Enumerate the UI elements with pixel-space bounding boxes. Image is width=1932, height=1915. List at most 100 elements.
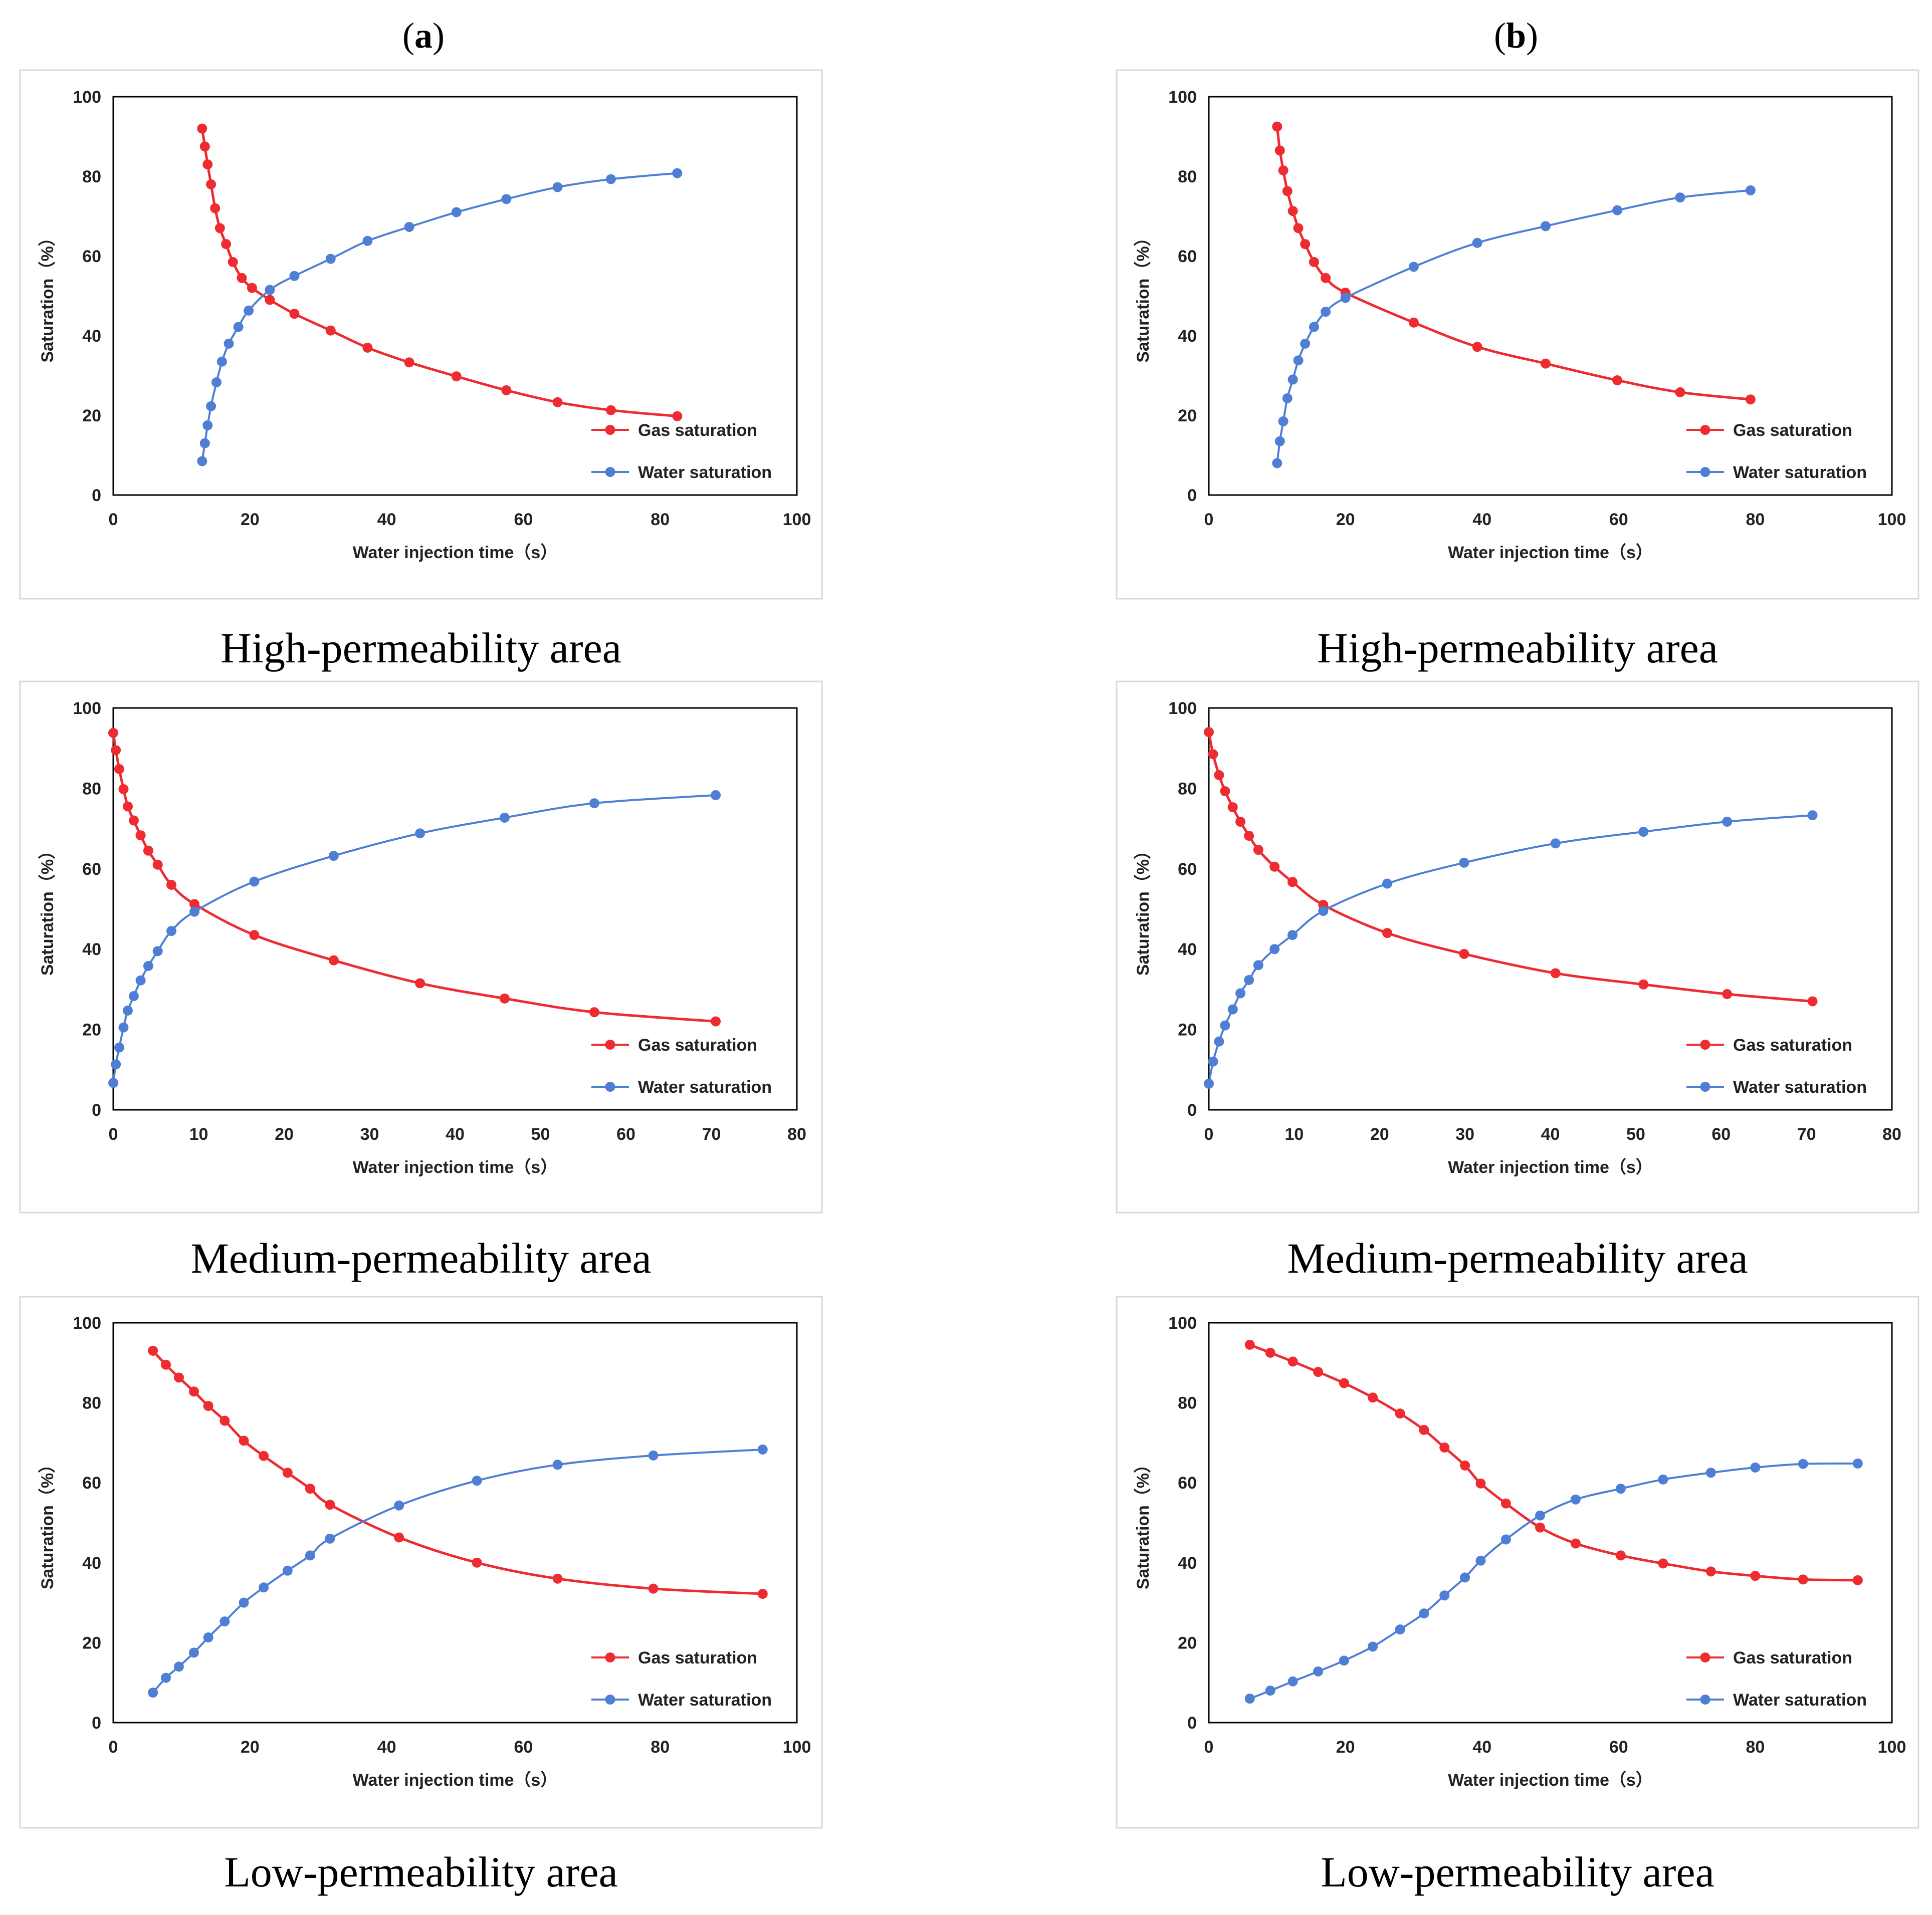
- y-tick-label: 80: [1178, 1394, 1197, 1413]
- y-tick-label: 40: [1178, 940, 1197, 959]
- chart-caption: Medium-permeability area: [190, 1234, 651, 1282]
- data-point: [1227, 802, 1238, 813]
- data-point: [202, 159, 213, 170]
- data-point: [220, 1616, 230, 1627]
- data-point: [1253, 845, 1263, 855]
- data-point: [1265, 1686, 1275, 1696]
- data-point: [1638, 827, 1649, 837]
- x-tick-label: 80: [651, 510, 670, 529]
- plot-area: [112, 96, 798, 496]
- data-point: [1300, 338, 1311, 349]
- data-point: [499, 812, 510, 823]
- plot-area: [112, 707, 798, 1111]
- y-tick-label: 0: [1187, 1101, 1197, 1120]
- data-point: [249, 876, 260, 887]
- y-axis-label: Saturation（%）: [38, 1456, 57, 1589]
- data-point: [1705, 1468, 1716, 1478]
- data-point: [415, 828, 425, 839]
- x-tick-label: 0: [109, 510, 118, 529]
- data-point: [672, 411, 683, 421]
- data-point: [1321, 307, 1331, 317]
- x-axis-label: Water injection time（s）: [353, 1770, 558, 1790]
- data-point: [233, 322, 244, 332]
- data-point: [1204, 1078, 1214, 1089]
- y-tick-label: 0: [92, 1714, 101, 1733]
- legend-label: Gas saturation: [638, 1036, 757, 1055]
- data-point: [1658, 1474, 1668, 1485]
- data-point: [1750, 1571, 1761, 1581]
- data-point: [1419, 1608, 1429, 1619]
- data-point: [289, 309, 300, 319]
- data-point: [1313, 1367, 1324, 1377]
- x-tick-label: 40: [1472, 1738, 1491, 1757]
- data-point: [1472, 237, 1482, 248]
- y-tick-label: 60: [1178, 860, 1197, 879]
- x-tick-label: 40: [446, 1125, 465, 1144]
- data-point: [1408, 317, 1419, 328]
- x-tick-label: 60: [1609, 1738, 1628, 1757]
- y-axis-label: Saturation（%）: [1133, 1456, 1153, 1589]
- y-tick-label: 20: [82, 1021, 101, 1040]
- data-point: [394, 1532, 404, 1543]
- data-point: [325, 254, 336, 264]
- data-point: [1214, 1036, 1224, 1047]
- x-tick-label: 70: [1797, 1125, 1816, 1144]
- data-point: [305, 1550, 315, 1561]
- data-point: [362, 342, 373, 353]
- data-point: [239, 1597, 249, 1608]
- chart-caption: Medium-permeability area: [1287, 1234, 1748, 1282]
- data-point: [206, 179, 217, 189]
- data-point: [114, 1042, 124, 1053]
- x-tick-label: 80: [651, 1738, 670, 1757]
- data-point: [1540, 358, 1551, 369]
- data-point: [404, 357, 414, 368]
- data-point: [1287, 1356, 1298, 1367]
- data-point: [1419, 1424, 1429, 1435]
- data-point: [220, 1415, 230, 1426]
- column-header-b-open: (: [1494, 16, 1506, 56]
- x-tick-label: 80: [1746, 1738, 1765, 1757]
- data-point: [203, 1632, 213, 1643]
- column-header-b: (b): [1494, 16, 1538, 56]
- data-point: [247, 283, 257, 293]
- data-point: [1408, 262, 1419, 272]
- data-point: [1244, 1694, 1255, 1704]
- data-point: [1540, 221, 1551, 231]
- x-tick-label: 80: [1882, 1125, 1901, 1144]
- data-point: [757, 1589, 768, 1599]
- data-point: [197, 123, 207, 134]
- series-water: [148, 1444, 768, 1698]
- data-point: [1208, 1056, 1218, 1067]
- data-point: [1382, 928, 1393, 938]
- chart-frame: [1116, 680, 1919, 1214]
- data-point: [1460, 1460, 1470, 1471]
- plot-area: [112, 1322, 798, 1724]
- x-tick-label: 100: [783, 1738, 811, 1757]
- data-point: [152, 946, 163, 956]
- chart-caption: Low-permeability area: [224, 1848, 618, 1896]
- data-point: [1282, 393, 1293, 403]
- data-point: [239, 1435, 249, 1446]
- data-point: [1675, 387, 1685, 397]
- data-point: [1278, 416, 1289, 426]
- data-point: [128, 815, 139, 826]
- data-point: [552, 397, 563, 407]
- data-point: [589, 1007, 599, 1018]
- chart-a-1: 0 10 20 30 40 50 60 70 80 0 20 40 60 80 100 Water injec…: [19, 680, 823, 1282]
- data-point: [166, 879, 176, 890]
- data-point: [249, 930, 260, 940]
- data-point: [648, 1450, 659, 1461]
- x-tick-label: 30: [1455, 1125, 1474, 1144]
- data-point: [152, 859, 163, 870]
- data-point: [1321, 273, 1331, 283]
- chart-frame: [1116, 1296, 1919, 1829]
- y-tick-label: 60: [1178, 1474, 1197, 1493]
- y-tick-label: 100: [1168, 1314, 1197, 1333]
- legend-marker: [1700, 425, 1710, 435]
- data-point: [1278, 165, 1289, 176]
- y-tick-label: 20: [82, 1633, 101, 1652]
- data-point: [265, 285, 275, 295]
- data-point: [589, 798, 599, 809]
- data-point: [1535, 1522, 1546, 1533]
- x-tick-label: 20: [275, 1125, 294, 1144]
